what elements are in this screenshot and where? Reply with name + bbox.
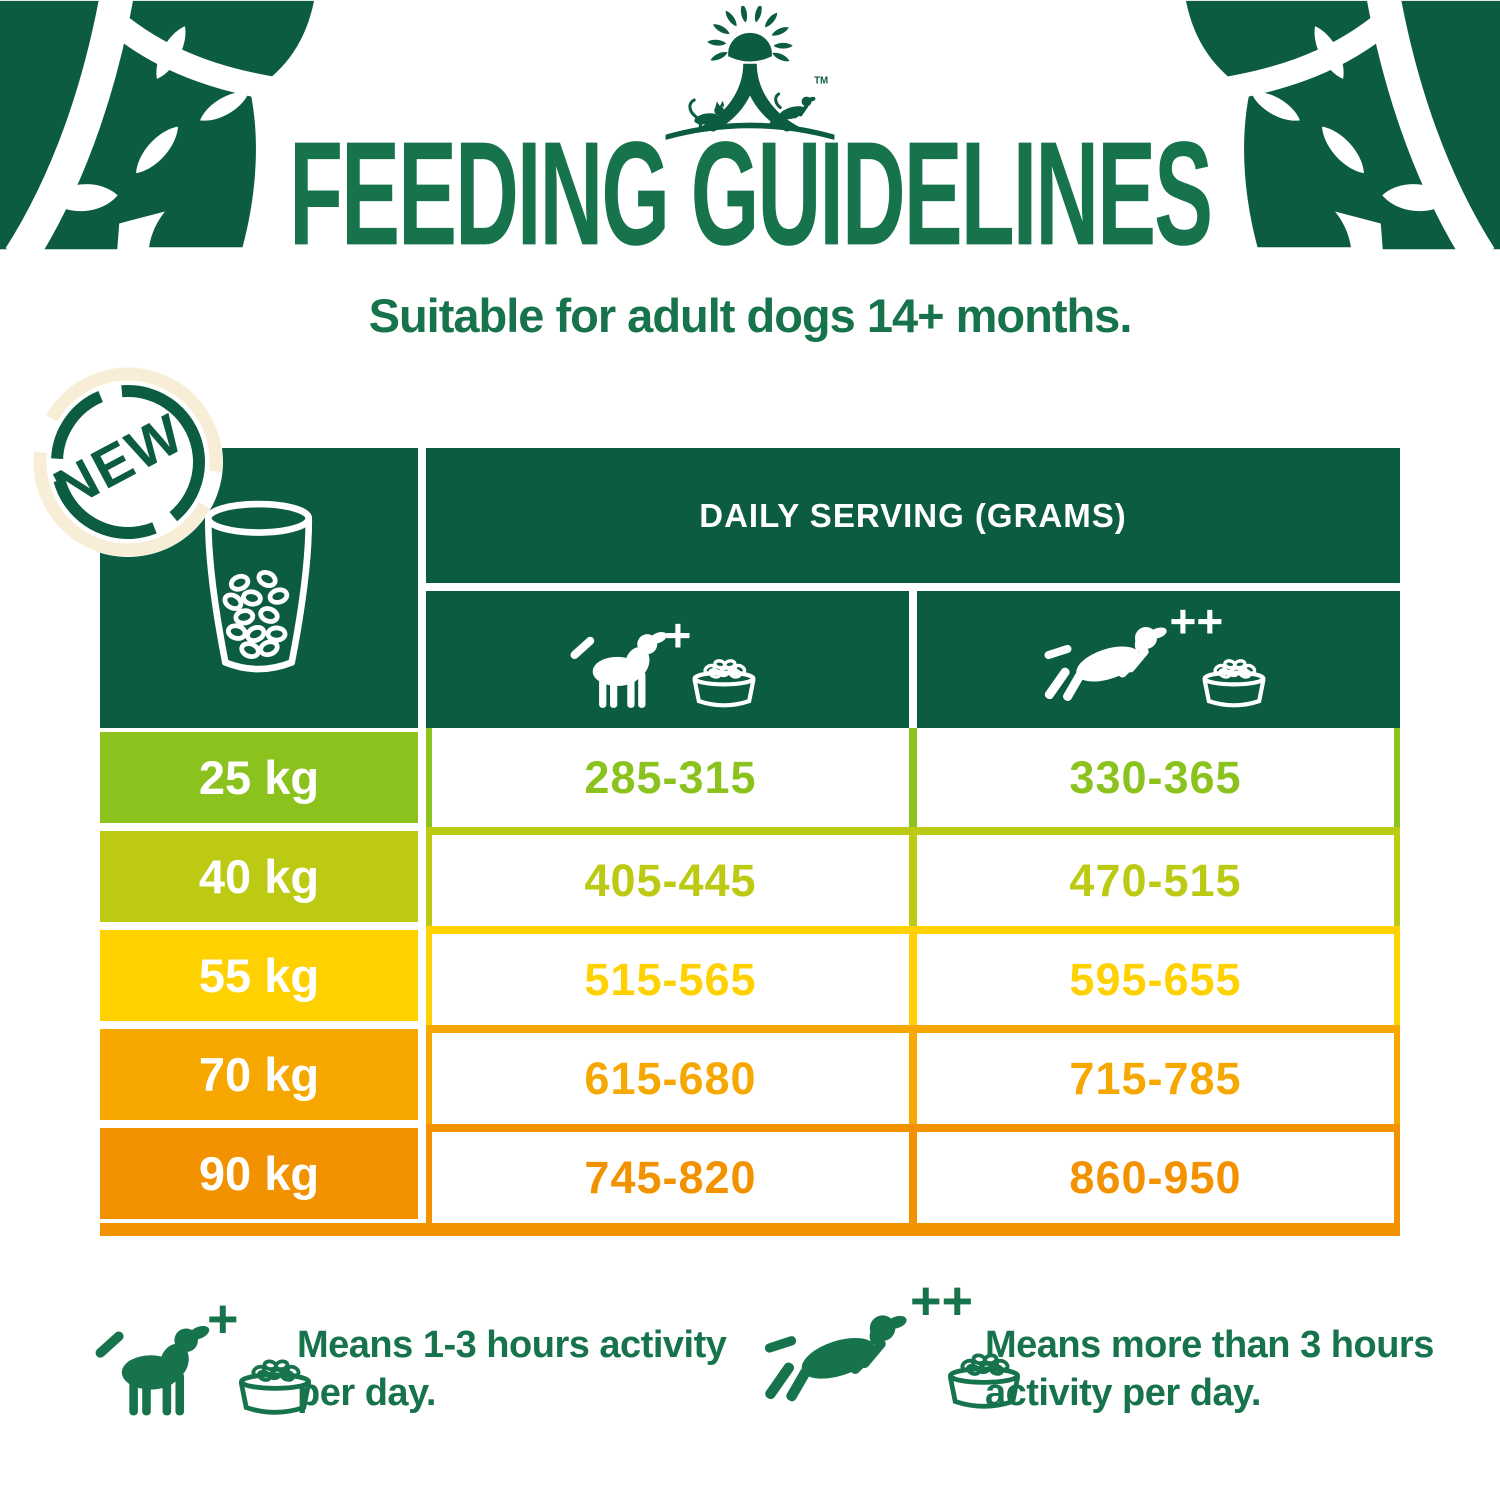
- paw-icon: [728, 32, 772, 62]
- weight-label: 90 kg: [198, 1147, 320, 1200]
- weight-cell: 90 kg: [100, 1128, 418, 1219]
- column-divider: [909, 835, 917, 926]
- double-plus-marker: ++: [910, 1271, 974, 1331]
- feeding-table: DAILY SERVING (GRAMS) + ++ 25 kg 285-315: [100, 448, 1400, 1236]
- column-divider: [909, 934, 917, 1025]
- table-row-70kg: 70 kg 615-680 715-785: [100, 1025, 1400, 1124]
- serving-value-active: 470-515: [1069, 854, 1242, 906]
- jumping-dog-icon: [763, 1313, 909, 1403]
- column-header-moderate: +: [426, 591, 909, 728]
- weight-cell: 70 kg: [100, 1029, 418, 1120]
- legend-active-line1: Means more than 3 hours: [985, 1324, 1434, 1366]
- serving-value-moderate: 405-445: [584, 854, 757, 906]
- foliage-decoration-right: [1185, 0, 1500, 267]
- weight-label: 70 kg: [198, 1048, 320, 1101]
- table-row-90kg: 90 kg 745-820 860-950: [100, 1124, 1400, 1223]
- page-title: FEEDING GUIDELINES: [288, 111, 1213, 276]
- badge-outer-ring: [33, 367, 223, 557]
- legend-moderate-text: Means 1-3 hours activity per day.: [297, 1322, 727, 1417]
- foliage-decoration-left: [0, 0, 315, 267]
- dog-silhouette: [768, 92, 816, 129]
- serving-cells: 615-680 715-785: [426, 1025, 1400, 1124]
- weight-label: 40 kg: [198, 850, 320, 903]
- serving-value-moderate: 745-820: [584, 1151, 757, 1203]
- plus-marker: +: [664, 609, 692, 661]
- jumping-dog-icon: [1042, 625, 1168, 703]
- table-rows: 25 kg 285-315 330-365 40 kg 405-445 470-…: [100, 728, 1400, 1223]
- table-row-40kg: 40 kg 405-445 470-515: [100, 827, 1400, 926]
- serving-cells: 745-820 860-950: [426, 1124, 1400, 1223]
- table-row-25kg: 25 kg 285-315 330-365: [100, 728, 1400, 827]
- weight-cell: 40 kg: [100, 831, 418, 922]
- column-divider: [909, 1132, 917, 1223]
- serving-value-active: 715-785: [1069, 1052, 1242, 1104]
- table-bottom-border: [100, 1223, 1400, 1236]
- food-bowl-icon: [682, 650, 766, 712]
- weight-label: 55 kg: [198, 949, 320, 1002]
- serving-value-active: 330-365: [1069, 751, 1242, 803]
- standing-dog-icon: [95, 1323, 212, 1416]
- page-title-wrap: FEEDING GUIDELINES: [0, 119, 1500, 267]
- serving-value-moderate: 615-680: [584, 1052, 757, 1104]
- column-divider: [909, 728, 917, 827]
- standing-dog-icon: [569, 629, 668, 708]
- legend-moderate-line1: Means 1-3 hours activity: [297, 1324, 727, 1366]
- new-badge: NEW: [33, 367, 223, 557]
- trademark-symbol: TM: [814, 75, 828, 86]
- serving-cells: 515-565 595-655: [426, 926, 1400, 1025]
- column-divider: [909, 1033, 917, 1124]
- legend-moderate-icon: +: [95, 1292, 323, 1420]
- legend-active-text: Means more than 3 hours activity per day…: [985, 1322, 1434, 1417]
- cat-silhouette: [688, 98, 725, 132]
- serving-cells: 285-315 330-365: [426, 728, 1400, 827]
- serving-value-moderate: 285-315: [584, 751, 757, 803]
- plus-marker: +: [207, 1289, 239, 1349]
- column-header-active: ++: [917, 591, 1400, 728]
- table-row-55kg: 55 kg 515-565 595-655: [100, 926, 1400, 1025]
- legend-active-line2: activity per day.: [985, 1371, 1261, 1414]
- food-bowl-icon: [1192, 650, 1276, 712]
- legend-moderate-line2: per day.: [297, 1371, 436, 1414]
- serving-value-active: 595-655: [1069, 953, 1242, 1005]
- page-subtitle: Suitable for adult dogs 14+ months.: [368, 289, 1133, 342]
- serving-value-moderate: 515-565: [584, 953, 757, 1005]
- serving-cells: 405-445 470-515: [426, 827, 1400, 926]
- weight-cell: 25 kg: [100, 732, 418, 823]
- weight-label: 25 kg: [198, 751, 320, 804]
- brand-logo: TM: [665, 6, 835, 140]
- serving-value-active: 860-950: [1069, 1151, 1242, 1203]
- weight-cell: 55 kg: [100, 930, 418, 1021]
- serving-header: DAILY SERVING (GRAMS): [426, 448, 1400, 583]
- badge-inner-ring: [51, 385, 205, 539]
- legend-active-icon: ++: [762, 1274, 1032, 1414]
- double-plus-marker: ++: [1169, 595, 1224, 647]
